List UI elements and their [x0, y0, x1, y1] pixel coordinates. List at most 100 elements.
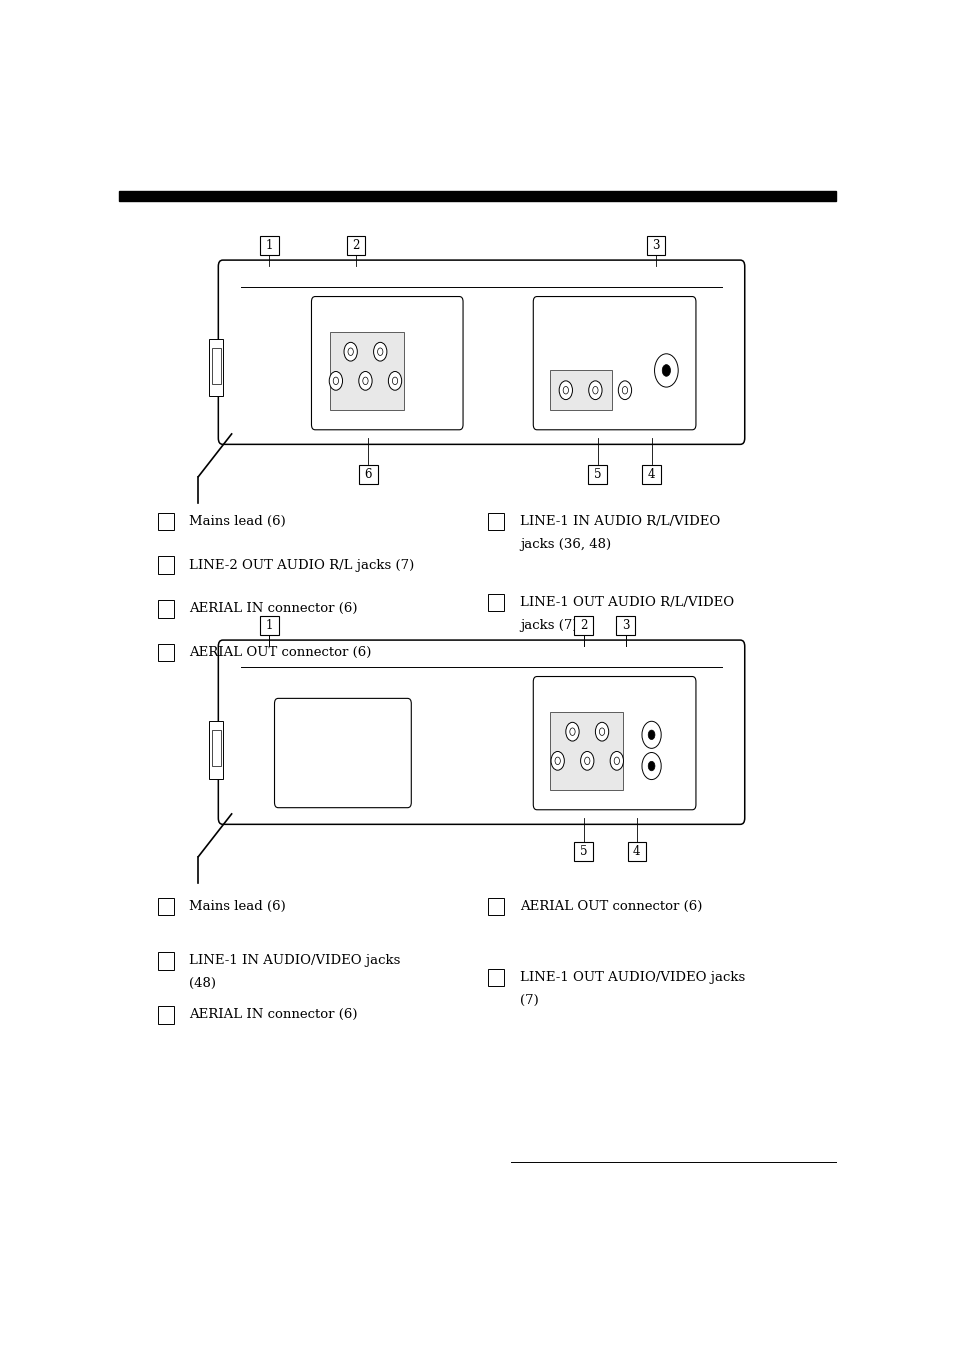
Text: LINE-1 OUT AUDIO/VIDEO jacks: LINE-1 OUT AUDIO/VIDEO jacks: [519, 971, 744, 984]
FancyBboxPatch shape: [218, 260, 744, 445]
Circle shape: [348, 347, 353, 356]
Bar: [157, 898, 173, 915]
Text: 5: 5: [492, 971, 499, 984]
Bar: [260, 617, 278, 635]
Text: LINE-1 OUT AUDIO R/L/VIDEO: LINE-1 OUT AUDIO R/L/VIDEO: [519, 596, 733, 610]
Circle shape: [584, 757, 589, 765]
Text: LINE-2 OUT AUDIO R/L jacks (7): LINE-2 OUT AUDIO R/L jacks (7): [190, 558, 415, 572]
Text: 3: 3: [162, 1009, 170, 1021]
Text: 1: 1: [265, 239, 273, 251]
FancyBboxPatch shape: [533, 296, 695, 430]
Circle shape: [641, 721, 660, 749]
Text: (7): (7): [519, 994, 538, 1007]
Text: (48): (48): [190, 977, 216, 990]
Bar: [157, 644, 173, 661]
Text: LINE-1 IN AUDIO/VIDEO jacks: LINE-1 IN AUDIO/VIDEO jacks: [190, 955, 400, 967]
Bar: [157, 1006, 173, 1023]
Circle shape: [329, 372, 342, 391]
Text: 2: 2: [162, 558, 170, 572]
Bar: [488, 512, 504, 530]
Text: 2: 2: [579, 619, 587, 631]
Circle shape: [358, 372, 372, 391]
Text: AERIAL OUT connector (6): AERIAL OUT connector (6): [190, 646, 372, 658]
Bar: [346, 237, 365, 256]
Circle shape: [618, 381, 631, 400]
Circle shape: [569, 727, 575, 735]
Circle shape: [555, 757, 559, 765]
Bar: [293, 787, 337, 803]
Circle shape: [580, 752, 594, 771]
Bar: [157, 600, 173, 618]
Circle shape: [392, 377, 397, 384]
Circle shape: [647, 761, 655, 771]
Circle shape: [362, 377, 368, 384]
FancyBboxPatch shape: [311, 296, 462, 430]
Bar: [157, 952, 173, 969]
Circle shape: [610, 752, 623, 771]
Text: 2: 2: [352, 239, 359, 251]
Circle shape: [377, 347, 382, 356]
Bar: [157, 512, 173, 530]
Circle shape: [641, 753, 660, 780]
Text: 3: 3: [652, 239, 659, 251]
Bar: [157, 556, 173, 575]
Text: AERIAL OUT connector (6): AERIAL OUT connector (6): [519, 900, 701, 913]
Text: AERIAL IN connector (6): AERIAL IN connector (6): [190, 603, 357, 615]
Text: 4: 4: [633, 845, 639, 859]
Text: Mains lead (6): Mains lead (6): [190, 515, 286, 527]
Text: 6: 6: [492, 596, 499, 610]
Text: 1: 1: [162, 900, 170, 913]
Text: 3: 3: [621, 619, 629, 631]
Text: AERIAL IN connector (6): AERIAL IN connector (6): [190, 1009, 357, 1021]
Circle shape: [598, 727, 604, 735]
Bar: [574, 842, 592, 861]
Bar: [488, 968, 504, 986]
Bar: [627, 842, 645, 861]
Bar: [210, 339, 222, 396]
Circle shape: [333, 377, 338, 384]
Bar: [488, 898, 504, 915]
Circle shape: [647, 730, 655, 740]
Text: 2: 2: [162, 955, 170, 967]
Circle shape: [661, 365, 670, 376]
Text: 1: 1: [162, 515, 170, 527]
Bar: [574, 617, 592, 635]
Bar: [260, 237, 278, 256]
Text: jacks (36, 48): jacks (36, 48): [519, 538, 611, 550]
FancyBboxPatch shape: [274, 699, 411, 807]
Text: jacks (7): jacks (7): [519, 619, 577, 631]
Circle shape: [614, 757, 618, 765]
Text: 6: 6: [364, 468, 372, 481]
Bar: [488, 594, 504, 611]
FancyBboxPatch shape: [533, 676, 695, 810]
Bar: [358, 465, 377, 484]
Bar: [646, 237, 664, 256]
Text: 1: 1: [265, 619, 273, 631]
Text: 4: 4: [492, 900, 499, 913]
Bar: [588, 465, 606, 484]
Circle shape: [592, 387, 598, 393]
Bar: [641, 465, 660, 484]
FancyBboxPatch shape: [218, 639, 744, 825]
Circle shape: [344, 342, 357, 361]
Circle shape: [388, 372, 401, 391]
Bar: [210, 721, 222, 779]
Circle shape: [551, 752, 564, 771]
Bar: [549, 713, 623, 790]
Text: Mains lead (6): Mains lead (6): [190, 900, 286, 913]
Text: 5: 5: [593, 468, 600, 481]
Circle shape: [558, 381, 572, 400]
Circle shape: [374, 342, 387, 361]
Circle shape: [562, 387, 568, 393]
Text: LINE-1 IN AUDIO R/L/VIDEO: LINE-1 IN AUDIO R/L/VIDEO: [519, 515, 720, 527]
Circle shape: [621, 387, 627, 393]
Circle shape: [654, 354, 678, 387]
Bar: [119, 192, 836, 200]
Bar: [330, 333, 403, 410]
Bar: [616, 617, 635, 635]
Bar: [549, 370, 612, 410]
Circle shape: [595, 722, 608, 741]
Circle shape: [565, 722, 578, 741]
Bar: [212, 730, 220, 767]
Text: 3: 3: [162, 603, 170, 615]
